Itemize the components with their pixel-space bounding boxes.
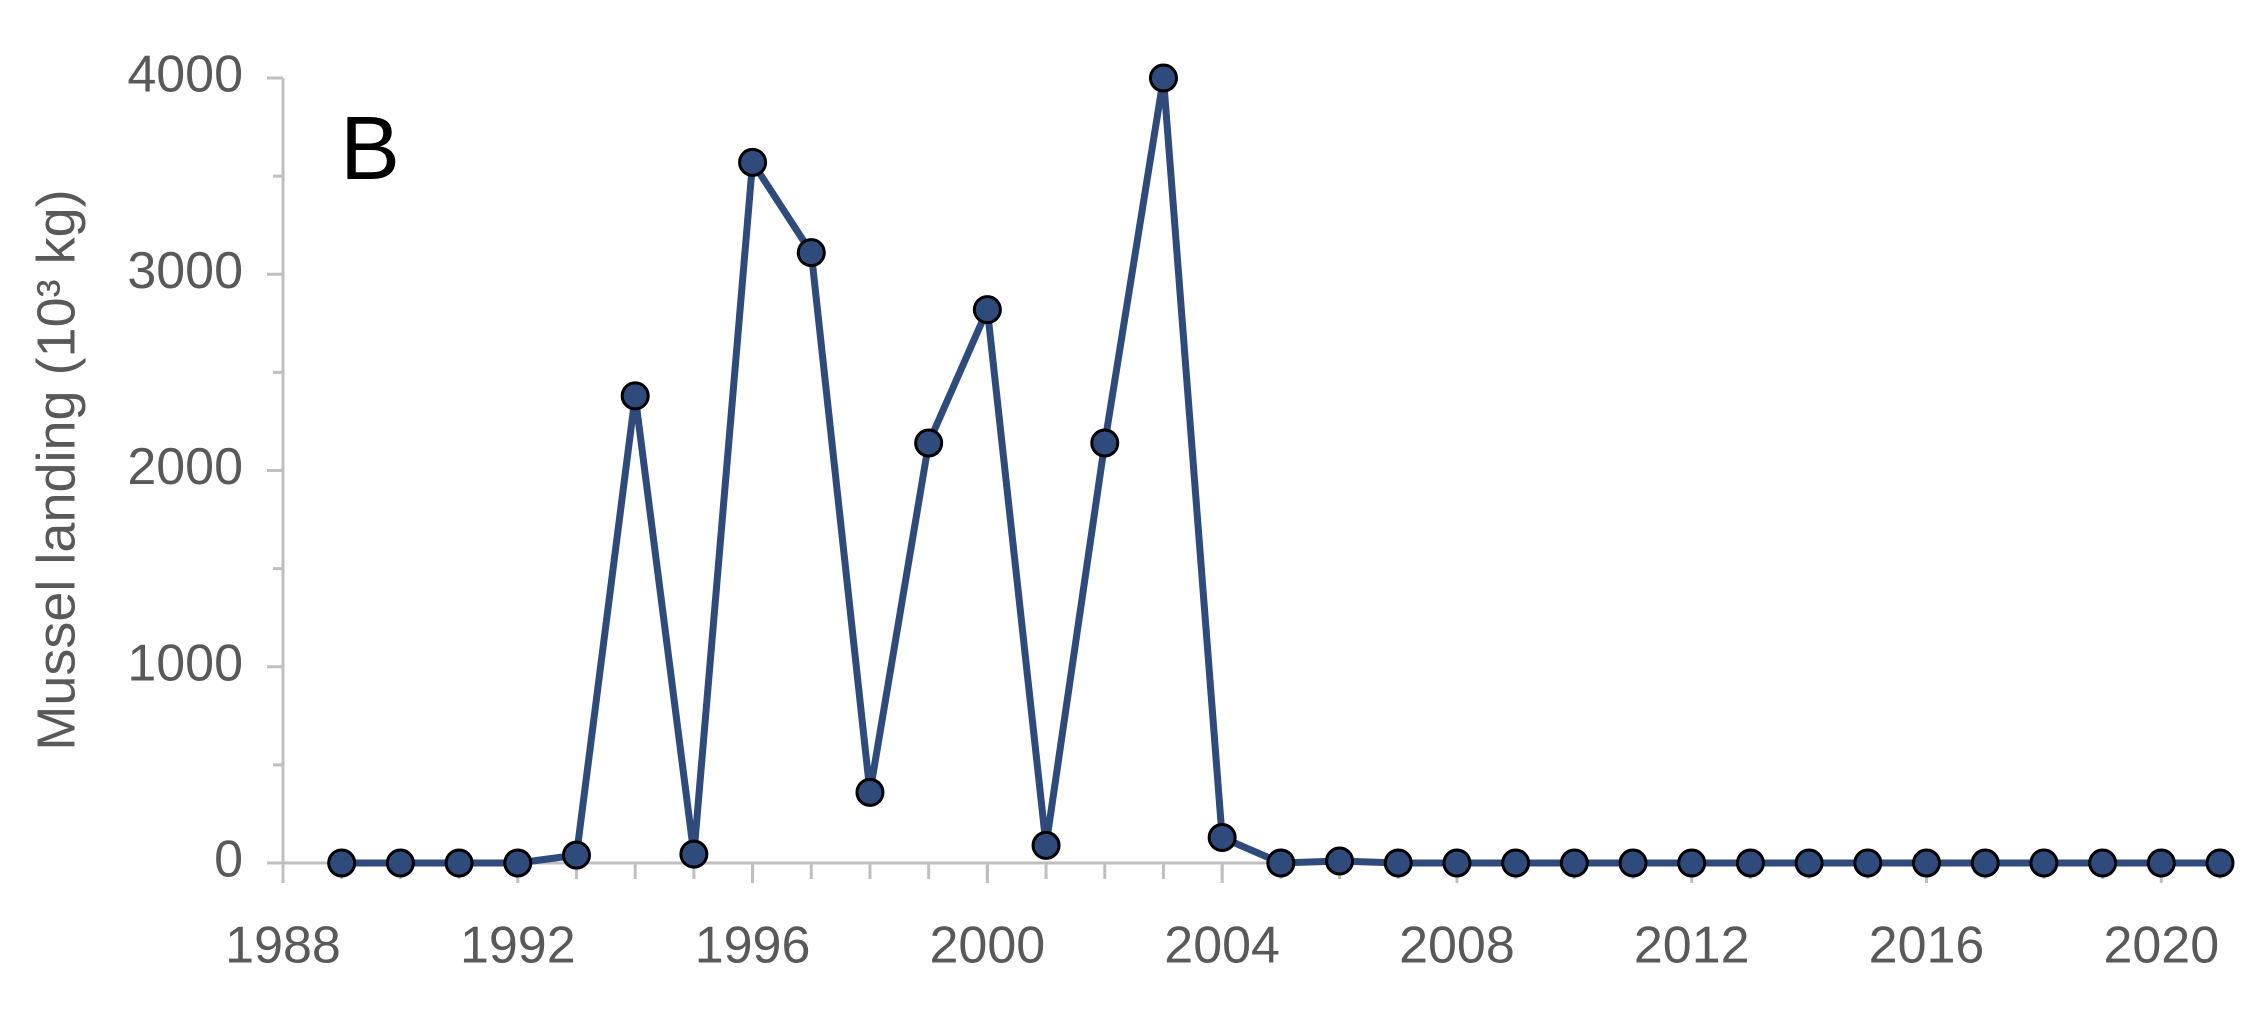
data-point — [1383, 848, 1413, 878]
data-point — [2205, 848, 2235, 878]
x-tick-label: 1988 — [225, 917, 341, 975]
data-point — [1794, 848, 1824, 878]
x-tick-label: 2016 — [1869, 917, 1985, 975]
data-point — [1090, 428, 1120, 458]
data-point — [1735, 848, 1765, 878]
data-point — [1559, 848, 1589, 878]
data-point — [855, 777, 885, 807]
data-point — [561, 840, 591, 870]
data-point — [2146, 848, 2176, 878]
data-point — [914, 428, 944, 458]
data-line — [341, 74, 2220, 867]
panel-label: B — [340, 99, 400, 199]
data-point — [738, 147, 768, 177]
data-point — [1501, 848, 1531, 878]
y-tick-label: 2000 — [127, 438, 243, 496]
y-tick-label: 1000 — [127, 634, 243, 692]
data-point — [1442, 848, 1472, 878]
data-point — [1031, 830, 1061, 860]
data-point — [1266, 848, 1296, 878]
data-point — [1325, 846, 1355, 876]
x-tick-label: 1992 — [460, 917, 576, 975]
data-point — [1677, 848, 1707, 878]
data-point — [972, 295, 1002, 325]
y-tick-label: 3000 — [127, 242, 243, 300]
x-tick-label: 2020 — [2103, 917, 2219, 975]
data-point — [327, 848, 357, 878]
y-axis-label: Mussel landing (10³ kg) — [26, 189, 86, 750]
x-tick-label: 2000 — [930, 917, 1046, 975]
data-point — [1207, 822, 1237, 852]
data-point — [444, 848, 474, 878]
data-point — [796, 238, 826, 268]
data-point — [2088, 848, 2118, 878]
x-tick-label: 1996 — [695, 917, 811, 975]
data-point — [2029, 848, 2059, 878]
y-tick-label: 4000 — [127, 46, 243, 104]
data-point — [679, 839, 709, 869]
data-point — [1853, 848, 1883, 878]
x-tick-label: 2008 — [1399, 917, 1515, 975]
data-point — [1912, 848, 1942, 878]
data-point — [620, 381, 650, 411]
x-tick-label: 2004 — [1164, 917, 1280, 975]
data-point — [385, 848, 415, 878]
data-point — [503, 848, 533, 878]
data-point — [1618, 848, 1648, 878]
data-point — [1970, 848, 2000, 878]
x-tick-label: 2012 — [1634, 917, 1750, 975]
y-tick-label: 0 — [214, 831, 243, 889]
data-point — [1148, 63, 1178, 93]
